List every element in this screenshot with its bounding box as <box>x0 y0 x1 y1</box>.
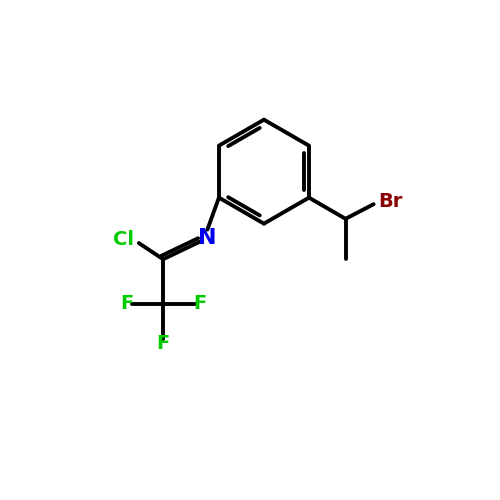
Text: Cl: Cl <box>113 230 134 250</box>
Text: Br: Br <box>378 192 402 211</box>
Text: F: F <box>120 294 133 313</box>
Text: F: F <box>193 294 206 313</box>
Text: F: F <box>156 334 170 353</box>
Text: N: N <box>198 228 216 248</box>
